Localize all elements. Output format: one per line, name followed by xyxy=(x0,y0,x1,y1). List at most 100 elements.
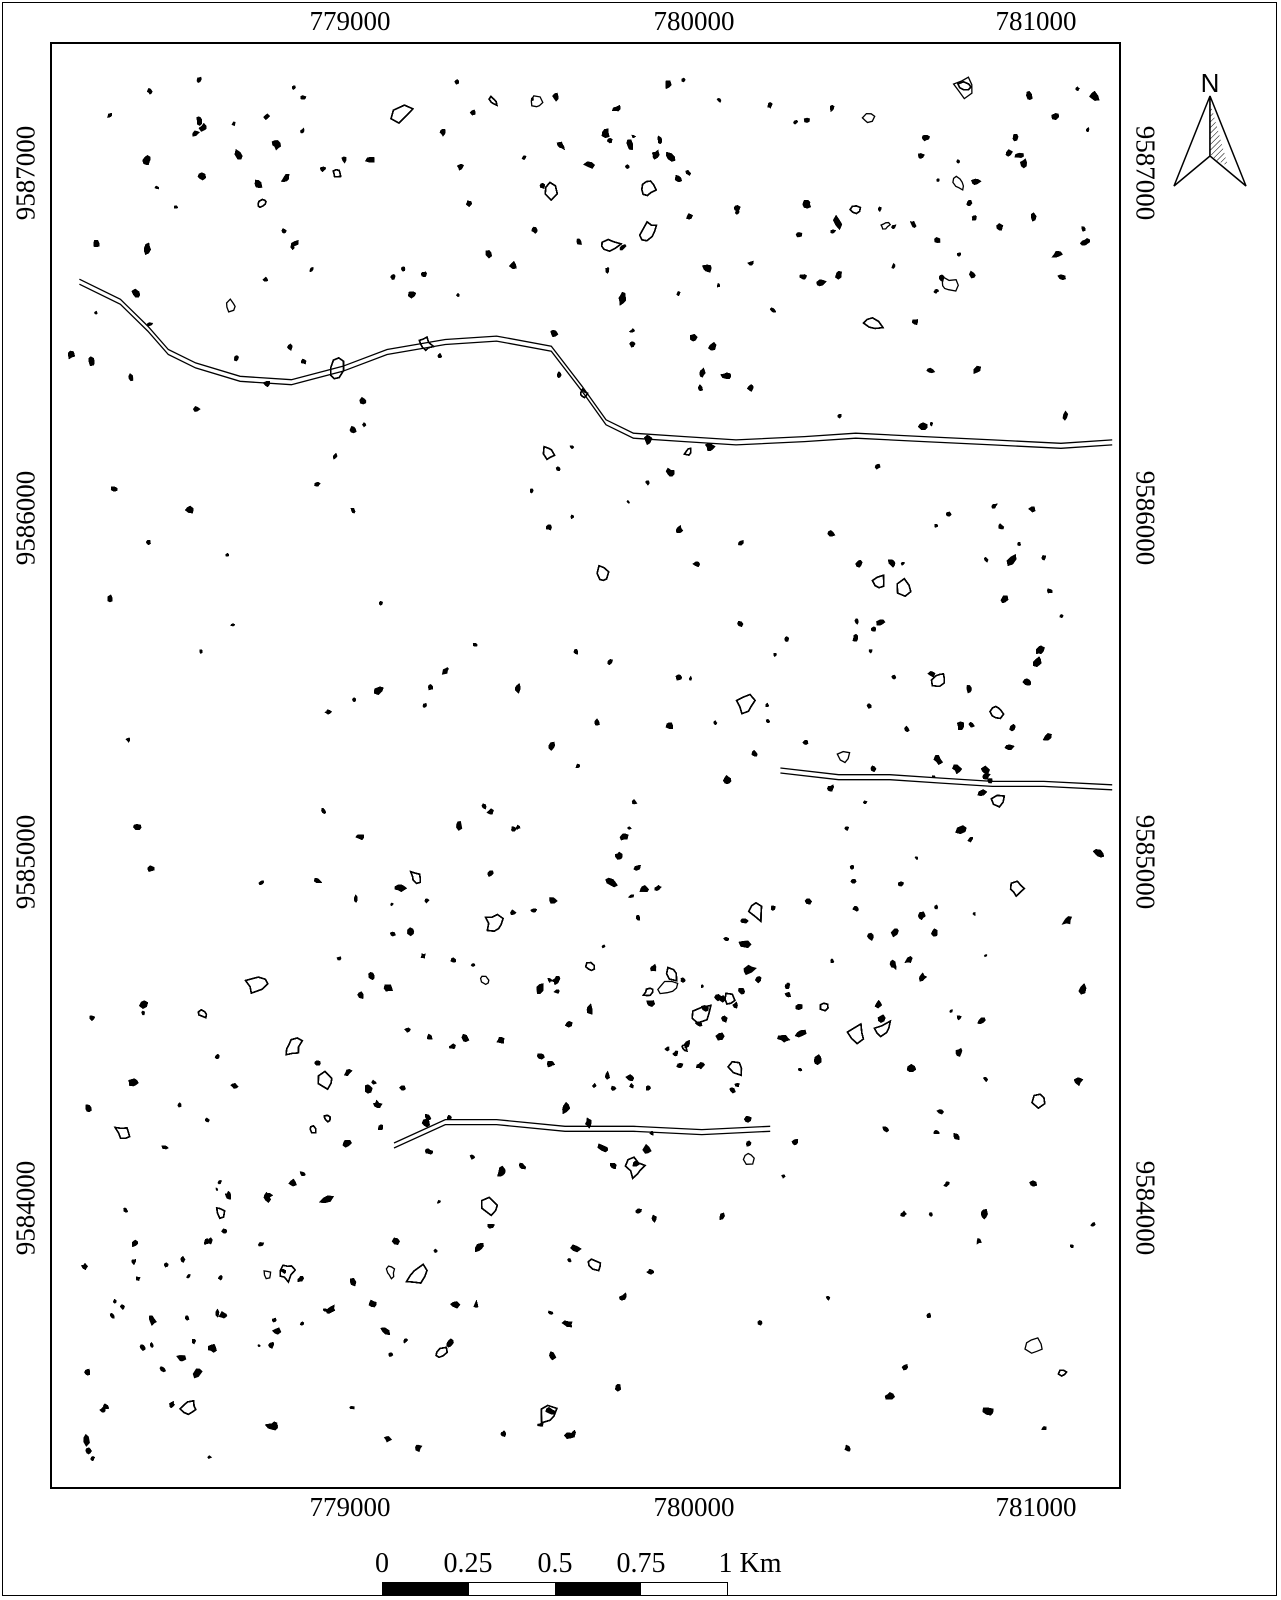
feature-outline xyxy=(615,851,623,860)
feature-outline xyxy=(607,659,613,666)
feature-outline xyxy=(110,486,118,492)
feature-outline xyxy=(539,183,545,189)
feature-outline xyxy=(257,1242,265,1247)
feature-outline xyxy=(777,1035,791,1043)
feature-outline xyxy=(208,1344,217,1353)
feature-outline xyxy=(1024,1337,1043,1354)
feature-outline xyxy=(357,991,364,999)
feature-outline xyxy=(770,905,776,911)
feature-outline xyxy=(784,984,790,990)
y-tick-left-1: 9586000 xyxy=(10,470,41,566)
feature-outline xyxy=(290,240,299,247)
feature-outline xyxy=(737,621,744,627)
feature-outline xyxy=(107,594,113,603)
scale-bar-segments xyxy=(382,1582,728,1596)
feature-outline xyxy=(530,95,544,108)
feature-outline xyxy=(354,894,358,903)
feature-outline xyxy=(391,1237,400,1245)
map-frame[interactable] xyxy=(50,42,1121,1489)
feature-outline xyxy=(956,252,961,257)
feature-outline xyxy=(601,944,606,949)
feature-outline xyxy=(180,1256,186,1263)
feature-outline xyxy=(607,138,613,144)
feature-outline xyxy=(1009,880,1026,898)
feature-outline xyxy=(446,1338,454,1348)
feature-outline xyxy=(562,1102,570,1115)
feature-outline xyxy=(1075,86,1080,91)
feature-outline xyxy=(930,673,945,687)
feature-outline xyxy=(552,92,559,102)
feature-outline xyxy=(332,453,338,460)
feature-outline xyxy=(1061,916,1073,925)
feature-outline xyxy=(982,773,991,780)
feature-outline xyxy=(619,244,627,251)
feature-outline xyxy=(300,127,305,134)
feature-outline xyxy=(225,1190,231,1200)
feature-outline xyxy=(900,1210,907,1217)
feature-outline xyxy=(479,975,490,986)
y-tick-right-2: 9585000 xyxy=(1130,814,1161,910)
feature-outline xyxy=(374,686,384,695)
feature-outline xyxy=(870,765,877,772)
feature-outline xyxy=(971,178,982,185)
feature-outline xyxy=(919,972,927,982)
stream-upper xyxy=(79,283,1113,449)
feature-outlines xyxy=(68,76,1105,1461)
feature-outline xyxy=(863,800,868,804)
feature-outline xyxy=(136,1276,141,1281)
feature-outline xyxy=(570,1244,582,1253)
feature-outline xyxy=(547,1061,555,1068)
scale-segment-4 xyxy=(641,1583,727,1595)
feature-outline xyxy=(866,703,872,709)
stream-lower xyxy=(393,1118,771,1144)
feature-outline xyxy=(744,1116,752,1123)
feature-outline xyxy=(217,1179,223,1185)
feature-outline xyxy=(233,355,239,362)
feature-outline xyxy=(1070,1244,1074,1248)
feature-outline xyxy=(676,1063,684,1069)
feature-outline xyxy=(605,1070,610,1080)
feature-outline xyxy=(1009,724,1016,732)
feature-outline xyxy=(729,1087,736,1094)
feature-outline xyxy=(803,117,810,123)
feature-outline xyxy=(676,525,684,534)
feature-outline xyxy=(799,274,807,280)
scale-segment-1 xyxy=(383,1583,469,1595)
feature-outline xyxy=(769,307,777,313)
feature-outline xyxy=(1004,744,1015,751)
feature-outline xyxy=(980,765,990,774)
feature-outline xyxy=(280,1269,286,1274)
feature-outline xyxy=(918,911,926,920)
feature-outline xyxy=(1031,1093,1046,1110)
feature-outline xyxy=(405,1263,428,1284)
feature-outline xyxy=(654,885,662,891)
feature-outline xyxy=(403,1338,408,1344)
feature-outline xyxy=(836,750,851,764)
x-tick-bottom-0: 779000 xyxy=(309,1492,391,1522)
feature-outline xyxy=(846,1022,865,1045)
feature-outline xyxy=(225,553,230,557)
feature-outline xyxy=(755,976,762,984)
feature-outline xyxy=(425,1148,433,1155)
x-tick-bottom-2: 781000 xyxy=(995,1492,1077,1522)
feature-outline xyxy=(207,1237,213,1245)
feature-outline xyxy=(404,1027,411,1033)
feature-outline xyxy=(390,274,396,280)
feature-outline xyxy=(696,1062,705,1070)
feature-outline xyxy=(955,1047,963,1057)
feature-outline xyxy=(509,261,517,269)
feature-outline xyxy=(388,1352,394,1357)
feature-outline xyxy=(816,279,827,287)
feature-outline xyxy=(132,1239,139,1248)
feature-outline xyxy=(263,113,270,120)
feature-outline xyxy=(113,1298,117,1304)
feature-outline xyxy=(797,1068,803,1072)
feature-outline xyxy=(123,1207,128,1213)
feature-outline xyxy=(271,140,282,151)
y-tick-right-0: 9587000 xyxy=(1130,125,1161,221)
feature-outline xyxy=(652,149,660,160)
map-canvas[interactable] xyxy=(52,44,1119,1487)
feature-outline xyxy=(676,291,681,297)
feature-outline xyxy=(773,653,777,657)
feature-outline xyxy=(681,77,686,83)
